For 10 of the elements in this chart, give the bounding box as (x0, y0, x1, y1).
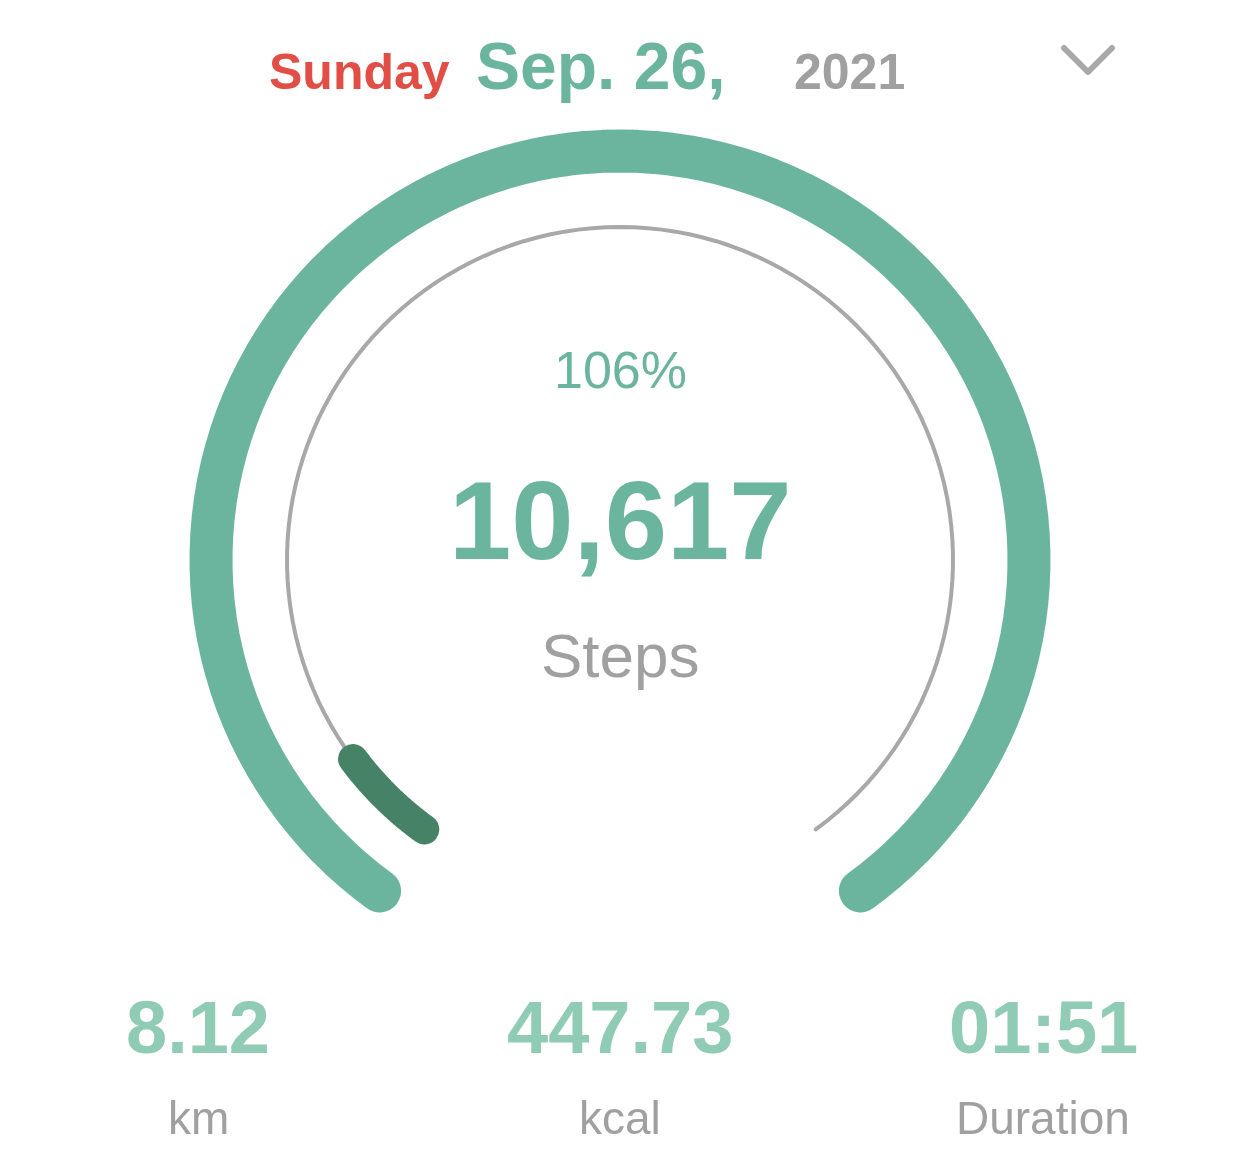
text: 447.73 (507, 986, 734, 1069)
text: km (168, 1092, 230, 1144)
data-label: 106% (554, 341, 687, 399)
text: Sunday Sep. 26, 2021 (269, 29, 906, 103)
text: 8.12 (126, 986, 271, 1069)
text: 01:51 (949, 986, 1139, 1069)
text: Steps (541, 621, 700, 690)
text: kcal (579, 1092, 661, 1144)
text: Duration (956, 1092, 1130, 1144)
text: 10,617 (449, 458, 792, 583)
